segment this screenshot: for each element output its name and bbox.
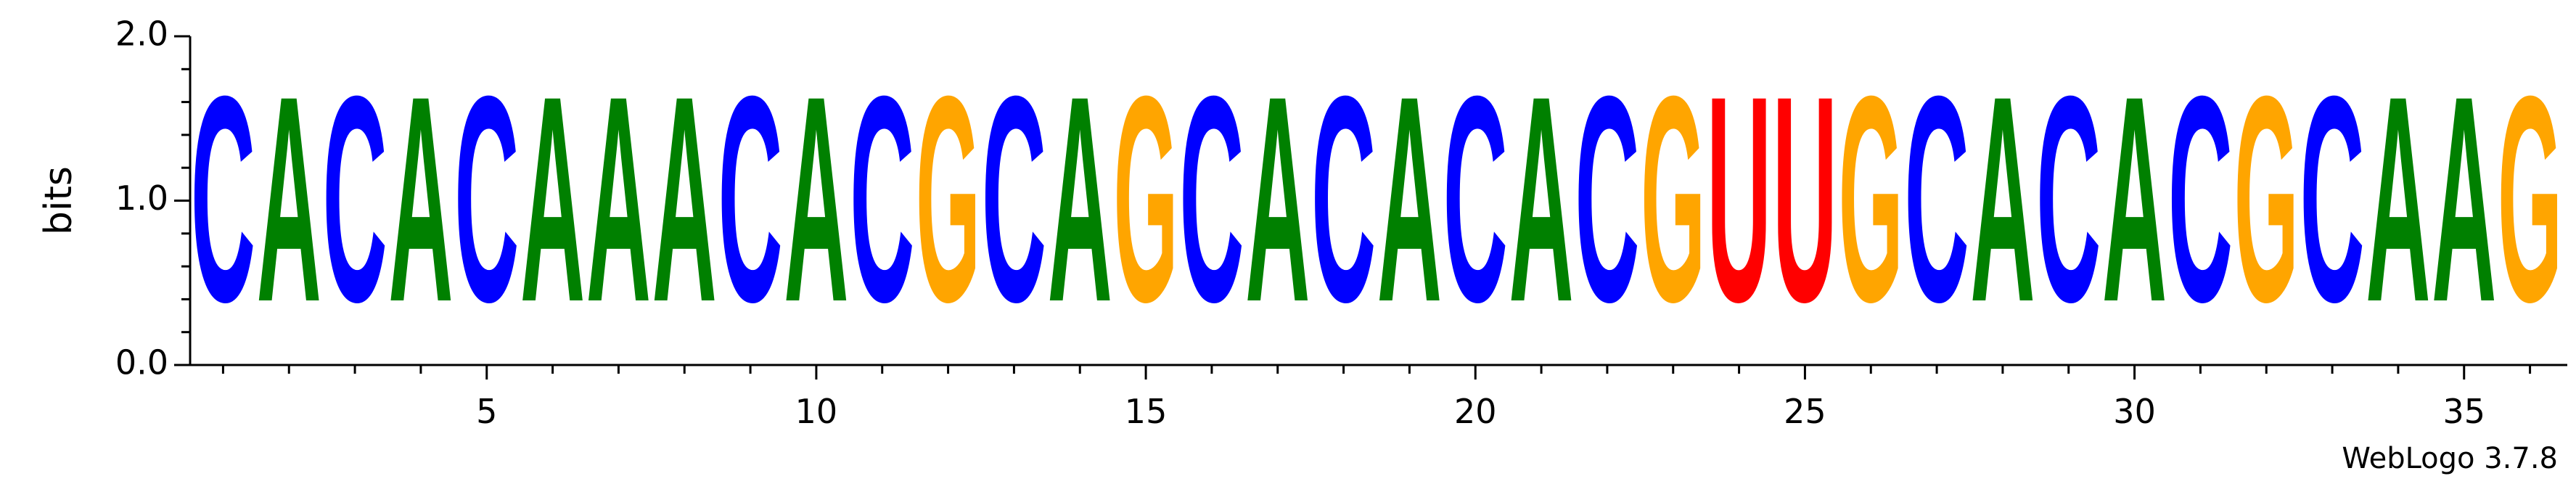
y-tick-label: 1.0 bbox=[115, 179, 168, 218]
y-ticks: 0.0 1.0 2.0 bbox=[115, 15, 190, 382]
logo-letter-A-pos-8: A bbox=[652, 36, 717, 364]
logo-letter-U-pos-25: U bbox=[1773, 36, 1837, 364]
logo-letter-C-pos-18: C bbox=[1311, 36, 1376, 364]
x-tick-label: 5 bbox=[476, 392, 497, 431]
logo-letter-C-pos-20: C bbox=[1443, 36, 1508, 364]
logo-letter-C-pos-13: C bbox=[982, 36, 1046, 364]
logo-letter-G-pos-36: G bbox=[2498, 35, 2562, 363]
logo-letter-G-pos-23: G bbox=[1641, 35, 1705, 363]
logo-letter-A-pos-17: A bbox=[1245, 36, 1310, 364]
logo-letter-A-pos-2: A bbox=[257, 36, 321, 364]
logo-letter-G-pos-15: G bbox=[1114, 35, 1178, 363]
x-ticks: 5 10 15 20 25 30 35 bbox=[221, 365, 2532, 431]
x-tick-label: 35 bbox=[2442, 392, 2485, 431]
logo-letter-U-pos-24: U bbox=[1707, 36, 1771, 364]
logo-letter-C-pos-3: C bbox=[323, 36, 387, 364]
x-tick-label: 10 bbox=[795, 392, 838, 431]
logo-letter-C-pos-31: C bbox=[2168, 36, 2233, 364]
weblogo-credit: WebLogo 3.7.8 bbox=[2342, 442, 2558, 475]
logo-letter-A-pos-21: A bbox=[1509, 36, 1574, 364]
x-tick-label: 20 bbox=[1454, 392, 1497, 431]
logo-letter-G-pos-12: G bbox=[916, 35, 980, 363]
logo-letter-C-pos-33: C bbox=[2300, 36, 2365, 364]
logo-letter-A-pos-28: A bbox=[1970, 36, 2035, 364]
logo-letter-C-pos-5: C bbox=[454, 36, 519, 364]
logo-letter-A-pos-10: A bbox=[784, 36, 848, 364]
logo-letter-A-pos-6: A bbox=[520, 36, 585, 364]
y-tick-label: 0.0 bbox=[115, 343, 168, 382]
logo-letter-A-pos-19: A bbox=[1377, 36, 1442, 364]
x-tick-label: 25 bbox=[1784, 392, 1826, 431]
logo-letter-C-pos-11: C bbox=[850, 36, 914, 364]
x-tick-label: 30 bbox=[2113, 392, 2156, 431]
y-tick-label: 2.0 bbox=[115, 15, 168, 54]
logo-letter-A-pos-4: A bbox=[388, 36, 453, 364]
logo-letter-G-pos-32: G bbox=[2234, 35, 2299, 363]
logo-letter-C-pos-22: C bbox=[1575, 36, 1639, 364]
logo-letter-A-pos-30: A bbox=[2102, 36, 2167, 364]
logo-letter-C-pos-16: C bbox=[1179, 36, 1244, 364]
logo-letter-A-pos-7: A bbox=[586, 36, 651, 364]
logo-letter-C-pos-9: C bbox=[718, 36, 783, 364]
logo-letter-C-pos-27: C bbox=[1905, 36, 1969, 364]
logo-letter-A-pos-34: A bbox=[2366, 36, 2430, 364]
logo-letter-C-pos-1: C bbox=[191, 36, 255, 364]
y-axis-title: bits bbox=[37, 166, 81, 235]
logo-letter-G-pos-26: G bbox=[1839, 35, 1903, 363]
logo-letter-C-pos-29: C bbox=[2036, 36, 2101, 364]
x-tick-label: 15 bbox=[1125, 392, 1168, 431]
logo-letter-A-pos-35: A bbox=[2432, 36, 2496, 364]
logo-letter-A-pos-14: A bbox=[1048, 36, 1112, 364]
